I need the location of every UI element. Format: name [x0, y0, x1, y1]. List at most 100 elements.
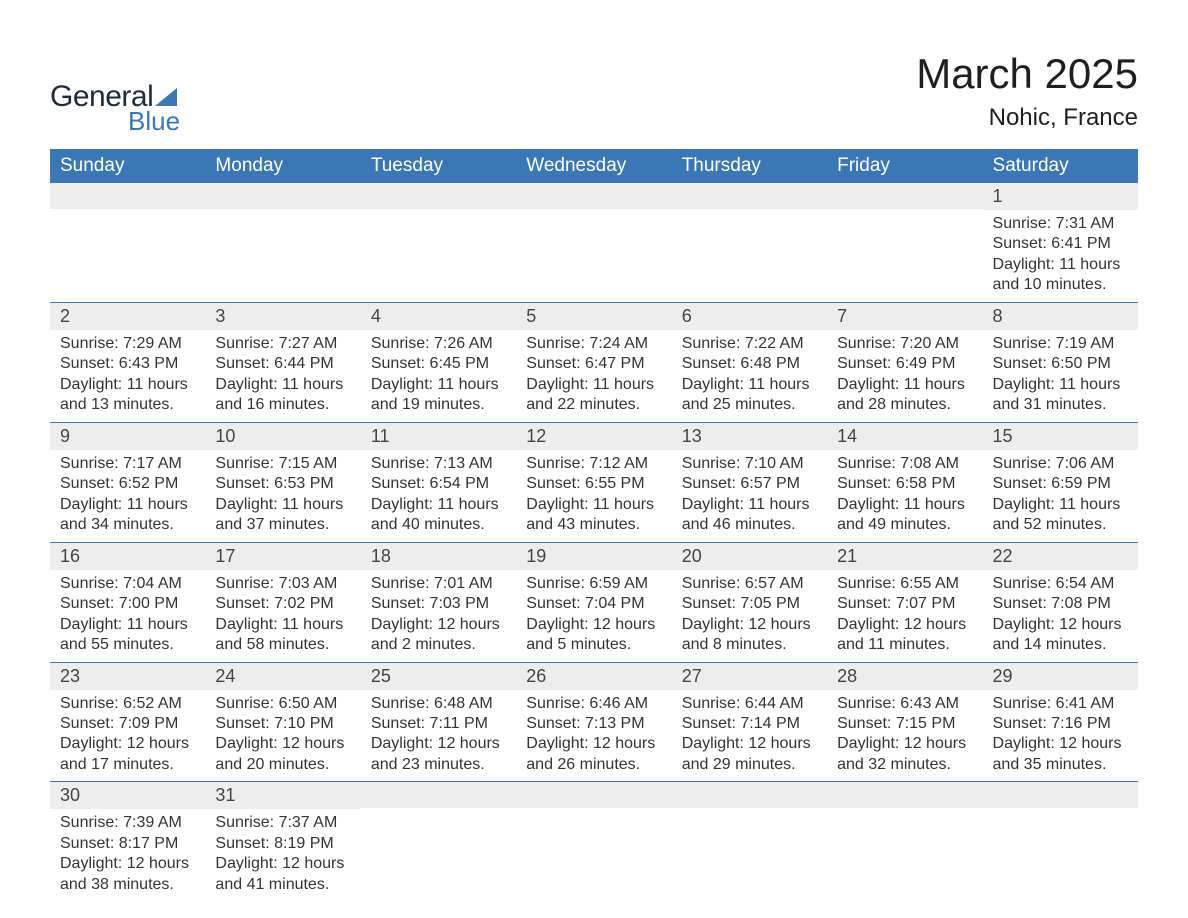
weekday-header: Wednesday [516, 149, 671, 183]
day-details [827, 209, 982, 283]
day-daylight1: Daylight: 12 hours [215, 734, 350, 754]
day-sunset: Sunset: 7:10 PM [215, 714, 350, 734]
day-number: 26 [516, 663, 671, 690]
day-number [827, 183, 982, 209]
day-daylight1: Daylight: 11 hours [526, 375, 661, 395]
day-daylight1: Daylight: 11 hours [60, 495, 195, 515]
day-daylight2: and 35 minutes. [993, 755, 1128, 775]
day-details: Sunrise: 6:46 AMSunset: 7:13 PMDaylight:… [516, 690, 671, 782]
day-sunrise: Sunrise: 6:57 AM [682, 574, 817, 594]
day-daylight2: and 22 minutes. [526, 395, 661, 415]
day-sunset: Sunset: 6:59 PM [993, 474, 1128, 494]
calendar-cell: 13Sunrise: 7:10 AMSunset: 6:57 PMDayligh… [672, 422, 827, 542]
day-number [516, 183, 671, 209]
day-sunset: Sunset: 7:02 PM [215, 594, 350, 614]
calendar-cell [50, 183, 205, 302]
day-daylight1: Daylight: 12 hours [682, 615, 817, 635]
day-daylight2: and 11 minutes. [837, 635, 972, 655]
day-daylight1: Daylight: 11 hours [993, 375, 1128, 395]
calendar-week-row: 16Sunrise: 7:04 AMSunset: 7:00 PMDayligh… [50, 542, 1138, 662]
calendar-cell [827, 782, 982, 901]
day-details: Sunrise: 7:10 AMSunset: 6:57 PMDaylight:… [672, 450, 827, 542]
day-daylight2: and 8 minutes. [682, 635, 817, 655]
day-sunrise: Sunrise: 6:46 AM [526, 694, 661, 714]
day-daylight1: Daylight: 11 hours [60, 375, 195, 395]
day-daylight1: Daylight: 12 hours [215, 854, 350, 874]
day-sunset: Sunset: 6:58 PM [837, 474, 972, 494]
day-number [361, 782, 516, 808]
day-number: 18 [361, 543, 516, 570]
calendar-cell: 31Sunrise: 7:37 AMSunset: 8:19 PMDayligh… [205, 782, 360, 901]
day-daylight2: and 16 minutes. [215, 395, 350, 415]
day-number: 9 [50, 423, 205, 450]
day-details: Sunrise: 7:37 AMSunset: 8:19 PMDaylight:… [205, 809, 360, 901]
calendar-cell: 17Sunrise: 7:03 AMSunset: 7:02 PMDayligh… [205, 542, 360, 662]
day-daylight2: and 2 minutes. [371, 635, 506, 655]
day-number: 24 [205, 663, 360, 690]
day-number [50, 183, 205, 209]
day-daylight1: Daylight: 11 hours [371, 375, 506, 395]
day-sunrise: Sunrise: 6:44 AM [682, 694, 817, 714]
day-sunrise: Sunrise: 7:15 AM [215, 454, 350, 474]
calendar-cell: 12Sunrise: 7:12 AMSunset: 6:55 PMDayligh… [516, 422, 671, 542]
day-number: 31 [205, 782, 360, 809]
calendar-cell: 23Sunrise: 6:52 AMSunset: 7:09 PMDayligh… [50, 662, 205, 782]
calendar-cell: 15Sunrise: 7:06 AMSunset: 6:59 PMDayligh… [983, 422, 1138, 542]
day-sunset: Sunset: 6:45 PM [371, 354, 506, 374]
calendar-cell: 25Sunrise: 6:48 AMSunset: 7:11 PMDayligh… [361, 662, 516, 782]
day-details: Sunrise: 7:22 AMSunset: 6:48 PMDaylight:… [672, 330, 827, 422]
day-details: Sunrise: 6:57 AMSunset: 7:05 PMDaylight:… [672, 570, 827, 662]
day-number: 22 [983, 543, 1138, 570]
calendar-cell: 5Sunrise: 7:24 AMSunset: 6:47 PMDaylight… [516, 302, 671, 422]
day-details: Sunrise: 7:03 AMSunset: 7:02 PMDaylight:… [205, 570, 360, 662]
day-number [205, 183, 360, 209]
weekday-header: Tuesday [361, 149, 516, 183]
day-details [827, 808, 982, 882]
day-number [827, 782, 982, 808]
day-daylight2: and 29 minutes. [682, 755, 817, 775]
day-details [672, 209, 827, 283]
page-header: General Blue March 2025 Nohic, France [50, 50, 1138, 137]
calendar-cell: 19Sunrise: 6:59 AMSunset: 7:04 PMDayligh… [516, 542, 671, 662]
day-sunset: Sunset: 7:00 PM [60, 594, 195, 614]
day-number: 8 [983, 303, 1138, 330]
day-number: 15 [983, 423, 1138, 450]
day-sunset: Sunset: 7:11 PM [371, 714, 506, 734]
day-sunset: Sunset: 8:19 PM [215, 834, 350, 854]
day-daylight2: and 38 minutes. [60, 875, 195, 895]
day-sunrise: Sunrise: 7:19 AM [993, 334, 1128, 354]
day-details [361, 808, 516, 882]
calendar-cell [516, 183, 671, 302]
calendar-cell: 16Sunrise: 7:04 AMSunset: 7:00 PMDayligh… [50, 542, 205, 662]
day-daylight2: and 13 minutes. [60, 395, 195, 415]
day-sunrise: Sunrise: 6:59 AM [526, 574, 661, 594]
day-daylight2: and 20 minutes. [215, 755, 350, 775]
day-details: Sunrise: 7:24 AMSunset: 6:47 PMDaylight:… [516, 330, 671, 422]
day-number: 17 [205, 543, 360, 570]
calendar-week-row: 1Sunrise: 7:31 AMSunset: 6:41 PMDaylight… [50, 183, 1138, 302]
day-number: 20 [672, 543, 827, 570]
day-details: Sunrise: 7:01 AMSunset: 7:03 PMDaylight:… [361, 570, 516, 662]
day-sunrise: Sunrise: 6:54 AM [993, 574, 1128, 594]
location-label: Nohic, France [916, 104, 1138, 132]
day-number: 13 [672, 423, 827, 450]
day-details: Sunrise: 6:48 AMSunset: 7:11 PMDaylight:… [361, 690, 516, 782]
calendar-cell: 30Sunrise: 7:39 AMSunset: 8:17 PMDayligh… [50, 782, 205, 901]
day-daylight2: and 37 minutes. [215, 515, 350, 535]
day-daylight2: and 17 minutes. [60, 755, 195, 775]
logo-text-blue: Blue [128, 106, 180, 137]
day-sunset: Sunset: 6:50 PM [993, 354, 1128, 374]
day-daylight2: and 46 minutes. [682, 515, 817, 535]
day-daylight2: and 26 minutes. [526, 755, 661, 775]
day-sunset: Sunset: 6:55 PM [526, 474, 661, 494]
day-sunset: Sunset: 7:03 PM [371, 594, 506, 614]
day-daylight2: and 49 minutes. [837, 515, 972, 535]
day-details: Sunrise: 6:52 AMSunset: 7:09 PMDaylight:… [50, 690, 205, 782]
day-daylight1: Daylight: 12 hours [682, 734, 817, 754]
day-sunset: Sunset: 7:09 PM [60, 714, 195, 734]
day-details: Sunrise: 7:17 AMSunset: 6:52 PMDaylight:… [50, 450, 205, 542]
weekday-header: Thursday [672, 149, 827, 183]
day-daylight1: Daylight: 11 hours [993, 495, 1128, 515]
day-daylight1: Daylight: 12 hours [837, 615, 972, 635]
day-number: 28 [827, 663, 982, 690]
